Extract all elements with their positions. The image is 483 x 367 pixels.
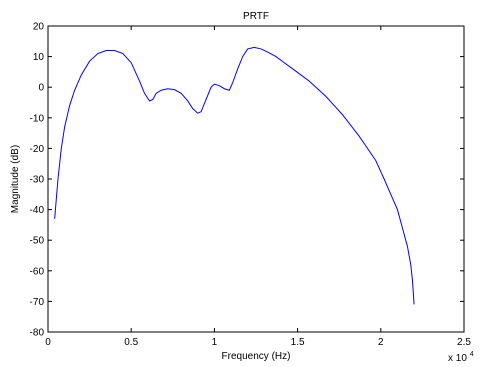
y-tick-label: -30	[30, 175, 45, 186]
y-tick-label: 10	[33, 52, 45, 63]
x-tick-label: 2	[378, 337, 384, 348]
y-tick-label: -50	[30, 236, 45, 247]
plot-area	[47, 25, 465, 333]
x-axis-multiplier: x 10 4	[448, 351, 474, 364]
axis-ticks	[47, 25, 465, 333]
y-tick-label: 20	[33, 22, 45, 33]
y-tick-label: 0	[38, 83, 44, 94]
y-tick-label: -10	[30, 113, 45, 124]
y-tick-label: -70	[30, 297, 45, 308]
axis-tick-labels: 0 0.5 1 1.5 2 2.5 -80 -70 -60 -50 -40 -30 -20 -10 0 10 2…	[30, 22, 472, 349]
x-tick-label: 0.5	[124, 337, 138, 348]
x-tick-label: 0	[45, 337, 51, 348]
x-axis-multiplier-base: x 10	[448, 353, 467, 364]
x-tick-label: 2.5	[457, 337, 471, 348]
y-tick-label: -60	[30, 266, 45, 277]
x-tick-label: 1.5	[291, 337, 305, 348]
chart-title: PRTF	[243, 11, 269, 22]
x-axis-multiplier-exponent: 4	[470, 351, 474, 358]
y-axis-label: Magnitude (dB)	[10, 145, 21, 213]
y-tick-label: -20	[30, 144, 45, 155]
x-tick-label: 1	[212, 337, 218, 348]
y-tick-label: -40	[30, 205, 45, 216]
y-tick-label: -80	[30, 328, 45, 339]
series-line	[54, 46, 415, 305]
x-axis-label: Frequency (Hz)	[222, 351, 291, 362]
